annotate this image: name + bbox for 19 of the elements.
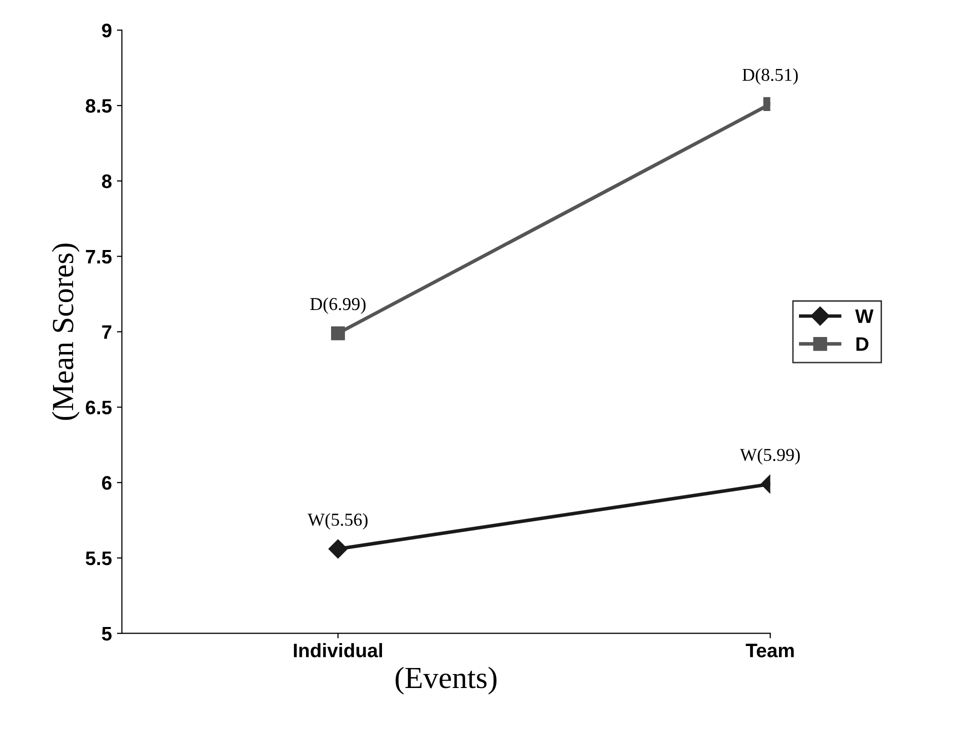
x-tick-label: Team — [746, 644, 794, 658]
data-label: W(5.99) — [740, 448, 800, 465]
y-tick-label: 9 — [102, 24, 112, 38]
data-label: W(5.56) — [308, 513, 368, 530]
legend-label: W — [855, 309, 874, 323]
x-axis-title: (Events) — [396, 666, 496, 694]
x-tick-label: Individual — [294, 643, 382, 658]
y-tick-label: 8.5 — [86, 99, 112, 113]
y-axis-title: (Mean Scores) — [52, 244, 80, 420]
y-tick-label: 7 — [102, 325, 112, 339]
legend-label: D — [856, 337, 868, 351]
y-tick-label: 6 — [102, 476, 112, 490]
y-tick-label: 7.5 — [86, 250, 112, 264]
y-tick-label: 5 — [102, 627, 112, 641]
y-tick-label: 6.5 — [86, 400, 112, 414]
data-label: D(8.51) — [742, 68, 798, 85]
data-label: D(6.99) — [310, 297, 366, 314]
y-tick-label: 5.5 — [86, 552, 112, 566]
y-tick-label: 8 — [102, 174, 112, 188]
